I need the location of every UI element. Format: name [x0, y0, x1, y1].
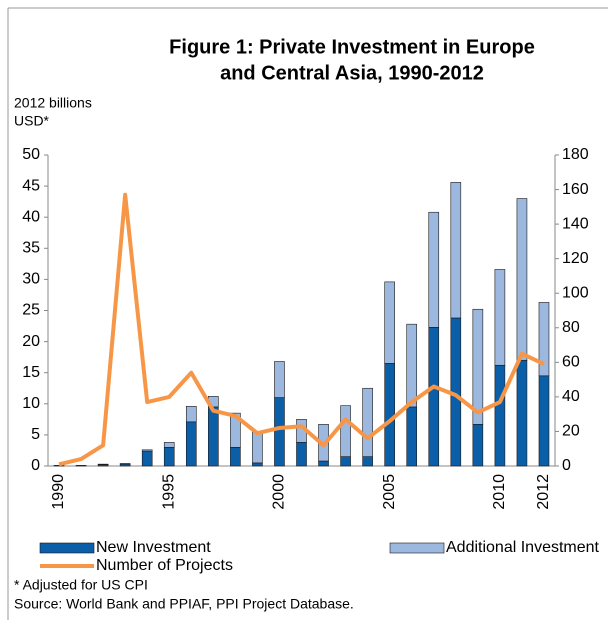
bar [141, 450, 153, 467]
y2-tick-label: 0 [562, 457, 571, 474]
y-tick-label: 25 [22, 302, 40, 319]
bar [538, 302, 550, 377]
bar [252, 462, 263, 467]
bar [296, 442, 307, 467]
bar [406, 323, 418, 408]
y2-tick-label: 180 [562, 146, 589, 163]
y-tick-label: 15 [22, 364, 40, 381]
x-tick-label: 1995 [160, 474, 177, 510]
legend-label: New Investment [96, 539, 211, 556]
y2-tick-label: 120 [562, 250, 589, 267]
bar [274, 397, 285, 467]
bar [208, 406, 219, 467]
y-tick-label: 20 [22, 333, 40, 350]
bar [516, 359, 528, 467]
bar [185, 421, 197, 467]
chart-title: and Central Asia, 1990-2012 [220, 62, 484, 84]
bar [428, 211, 440, 328]
bar [252, 431, 263, 464]
x-tick-label: 2000 [271, 474, 288, 510]
bar [384, 363, 395, 467]
bar [406, 406, 418, 467]
y-tick-label: 35 [22, 240, 40, 257]
source-note: Source: World Bank and PPIAF, PPI Projec… [14, 596, 354, 612]
x-tick-label: 1990 [50, 474, 67, 510]
bar [163, 447, 175, 467]
bar [340, 456, 351, 467]
x-tick-label: 2005 [381, 474, 398, 510]
bar [494, 269, 506, 366]
legend-label: Number of Projects [96, 557, 233, 574]
x-tick-label: 2010 [491, 474, 508, 510]
y-tick-label: 50 [22, 146, 40, 163]
bar [97, 463, 109, 466]
y-tick-label: 0 [31, 457, 40, 474]
bar [141, 449, 153, 452]
bar [428, 326, 440, 467]
bar [340, 405, 351, 457]
bar [362, 387, 373, 457]
y2-tick-label: 60 [562, 354, 580, 371]
line [58, 192, 545, 467]
y2-tick-label: 20 [562, 423, 580, 440]
bar [230, 412, 241, 448]
y2-tick-label: 100 [562, 284, 589, 301]
y2-tick-label: 80 [562, 319, 580, 336]
chart-title: Figure 1: Private Investment in Europe [169, 36, 535, 58]
legend-label: Additional Investment [446, 539, 600, 556]
bar [163, 442, 175, 448]
bar [318, 460, 329, 467]
y-tick-label: 30 [22, 271, 40, 288]
footnote: * Adjusted for US CPI [14, 577, 148, 593]
bar [119, 463, 131, 465]
bar [384, 281, 395, 364]
y-axis-label: 2012 billions [14, 95, 92, 111]
y-tick-label: 5 [31, 426, 40, 443]
bar [75, 465, 87, 467]
bar [230, 447, 241, 467]
bar [472, 308, 484, 425]
x-tick-label: 2012 [535, 474, 552, 510]
bar [472, 424, 484, 467]
y2-tick-label: 40 [562, 388, 580, 405]
bar [450, 182, 462, 319]
legend-swatch [389, 542, 445, 554]
y-tick-label: 40 [22, 208, 40, 225]
y-tick-label: 45 [22, 177, 40, 194]
bar [516, 198, 528, 361]
bar [185, 405, 197, 423]
bar [538, 375, 550, 467]
bar [53, 465, 65, 467]
y-axis-label: USD* [14, 113, 50, 129]
bar [274, 361, 285, 398]
y-tick-label: 10 [22, 395, 40, 412]
bar [494, 364, 506, 467]
y2-tick-label: 140 [562, 215, 589, 232]
bar [362, 456, 373, 467]
legend-swatch [39, 542, 95, 554]
y2-tick-label: 160 [562, 181, 589, 198]
